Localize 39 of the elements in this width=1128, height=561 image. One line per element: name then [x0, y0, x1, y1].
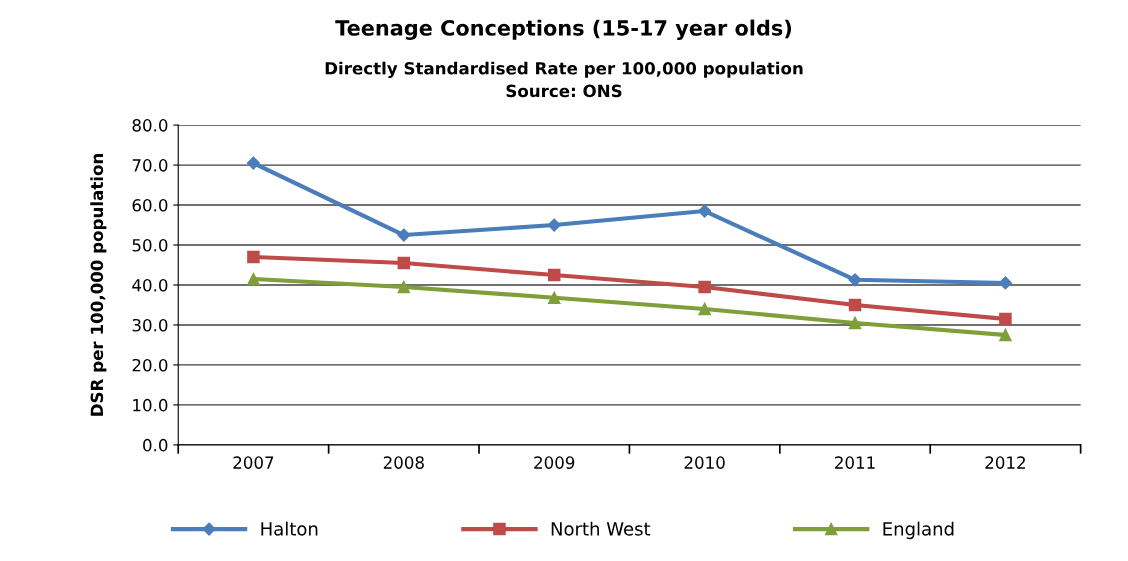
- point: [999, 312, 1012, 326]
- x-tick-label: 2012: [985, 456, 1025, 469]
- x-tick-label: 2010: [684, 456, 725, 469]
- y-tick-label: 70.0: [132, 159, 168, 172]
- point: [547, 218, 561, 232]
- y-tick-label: 10.0: [133, 398, 168, 412]
- point: [547, 291, 561, 305]
- x-tick-label: 2007: [233, 456, 274, 469]
- point: [848, 273, 862, 287]
- point: [397, 256, 411, 270]
- y-tick-label: 0.0: [143, 438, 168, 452]
- x-tick-label: 2009: [534, 456, 575, 469]
- point: [998, 276, 1013, 290]
- point: [999, 328, 1012, 342]
- point: [547, 268, 561, 282]
- y-tick-label: 50.0: [132, 238, 168, 252]
- point: [848, 316, 862, 330]
- y-axis-title: DSR per 100,000 population: [90, 154, 107, 416]
- y-tick-label: 40.0: [132, 278, 168, 292]
- point: [397, 280, 411, 294]
- x-tick-label: 2008: [383, 456, 424, 469]
- chart-subtitle: Directly Standardised Rate per 100,000 population Source: ONS: [325, 61, 803, 98]
- point: [246, 156, 261, 170]
- legend-label: Halton: [261, 521, 318, 536]
- point: [247, 250, 260, 264]
- chart-title: Teenage Conceptions (15-17 year olds): [335, 19, 792, 40]
- y-tick-label: 60.0: [132, 199, 168, 212]
- point: [698, 302, 711, 316]
- point: [247, 272, 260, 286]
- y-tick-label: 20.0: [132, 358, 168, 372]
- y-tick-label: 80.0: [132, 119, 168, 132]
- y-tick-label: 30.0: [132, 318, 168, 332]
- point: [698, 204, 712, 218]
- x-tick-label: 2011: [835, 456, 875, 469]
- point: [698, 280, 711, 294]
- legend-label: North West: [551, 521, 651, 536]
- point: [397, 228, 411, 242]
- point: [848, 298, 862, 312]
- legend-label: England: [883, 521, 954, 540]
